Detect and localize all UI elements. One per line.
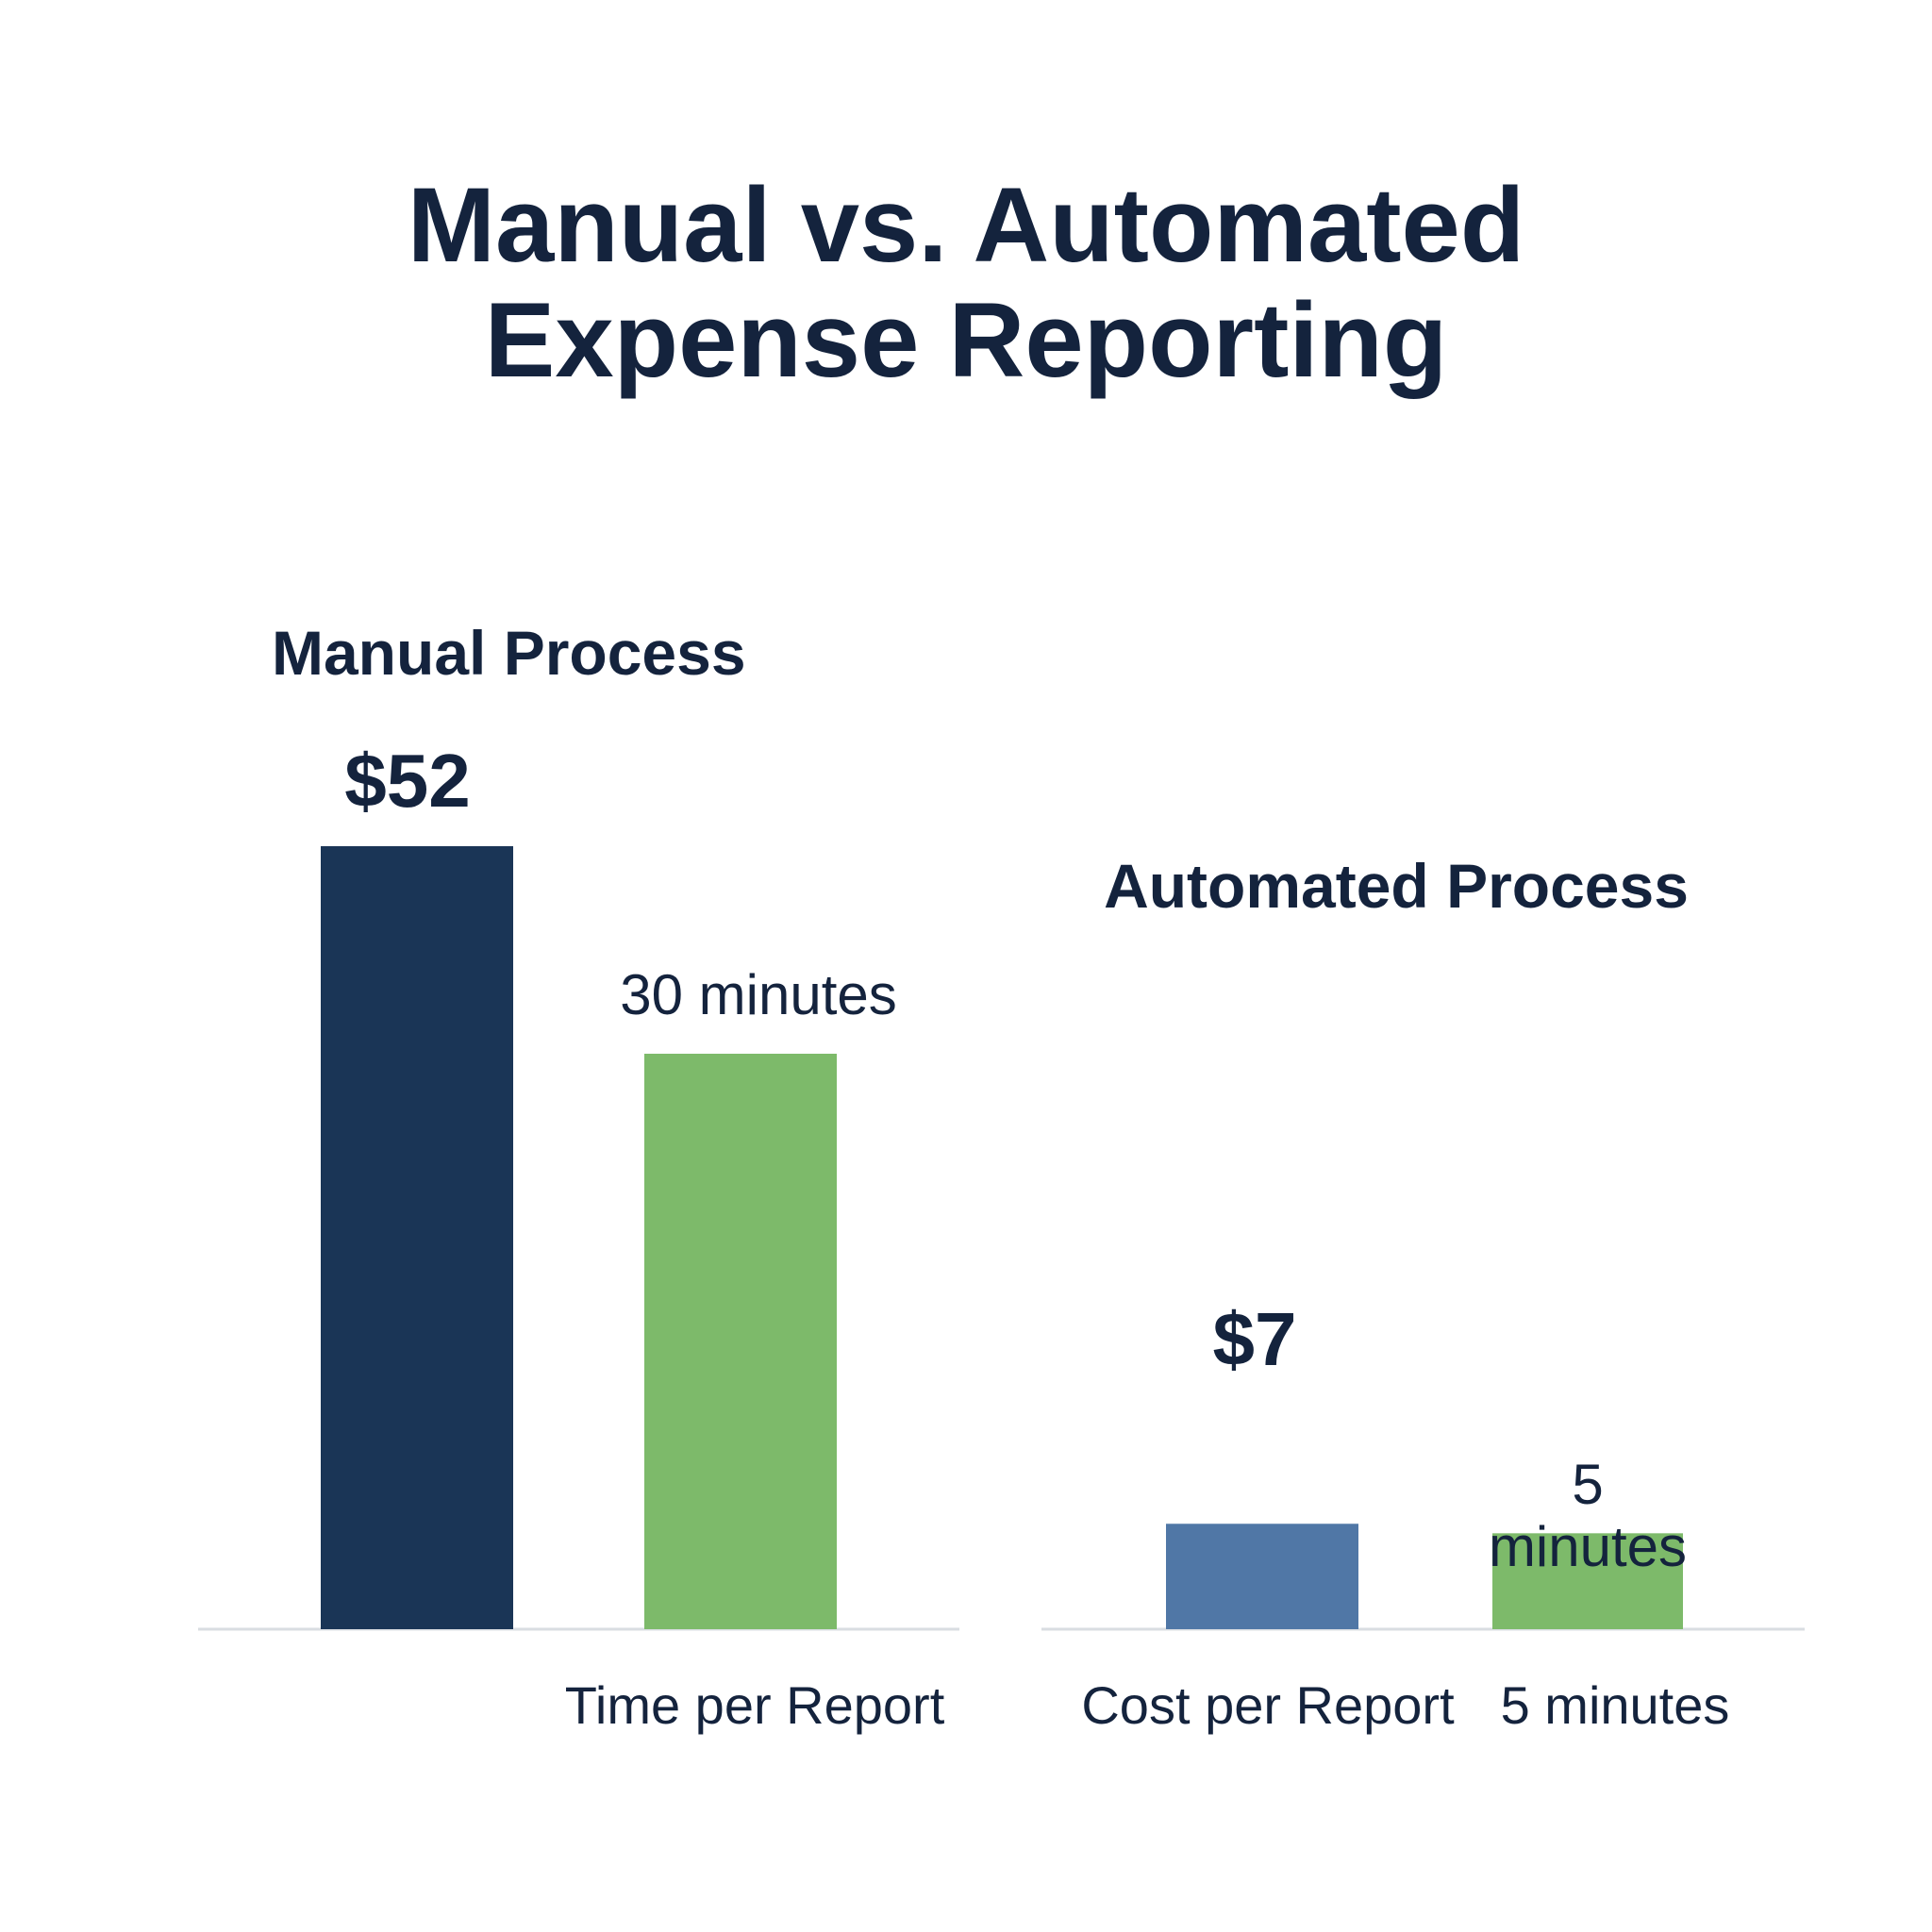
bar-value-label: 30 minutes bbox=[620, 963, 897, 1026]
group-label: Manual Process bbox=[272, 618, 746, 688]
chart-title: Manual vs. Automated Expense Reporting bbox=[0, 168, 1932, 398]
time-bar bbox=[644, 1054, 837, 1629]
category-label: Cost per Report bbox=[1081, 1675, 1455, 1735]
category-label: 5 minutes bbox=[1501, 1675, 1730, 1735]
group-label: Automated Process bbox=[1104, 851, 1689, 921]
chart-title-line-2: Expense Reporting bbox=[484, 281, 1448, 399]
cost-bar bbox=[321, 846, 513, 1629]
cost-bar bbox=[1166, 1524, 1358, 1629]
time-bar bbox=[1492, 1533, 1683, 1629]
bar-value-label: $52 bbox=[344, 739, 470, 823]
bar-value-label: $7 bbox=[1213, 1297, 1297, 1381]
bar-value-label: 5 minutes bbox=[1489, 1453, 1687, 1578]
chart-title-line-1: Manual vs. Automated bbox=[407, 166, 1525, 284]
category-label: Time per Report bbox=[565, 1675, 945, 1735]
